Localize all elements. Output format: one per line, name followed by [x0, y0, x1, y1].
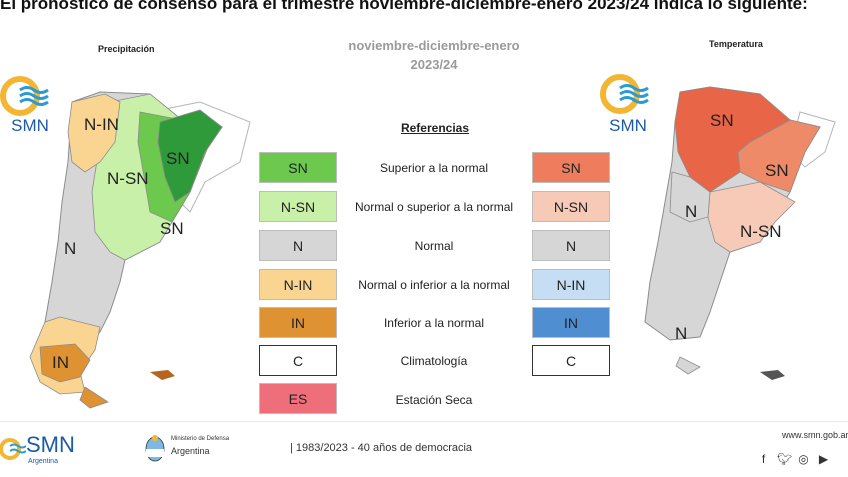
twitter-icon[interactable]: 🐦︎ — [777, 452, 793, 466]
map-label: SN — [710, 111, 734, 130]
legend-temp-nin: N-IN — [532, 269, 610, 300]
youtube-icon[interactable]: ▶ — [818, 452, 829, 466]
smn-sun-icon — [600, 74, 649, 114]
democracy-text: | 1983/2023 - 40 años de democracia — [290, 442, 473, 454]
legend-precip-n: N — [259, 230, 337, 261]
legend-desc-normal-inferior: Normal o inferior a la normal — [358, 278, 510, 292]
smn-sun-icon — [0, 438, 26, 460]
period-year: 2023/24 — [410, 57, 458, 72]
map-label: N-SN — [107, 169, 149, 188]
legend-temp-sn: SN — [532, 152, 610, 183]
temperature-title: Temperatura — [709, 39, 763, 49]
period-title: noviembre-diciembre-enero 2023/24 — [300, 36, 568, 74]
legend-temp-n: N — [532, 230, 610, 261]
legend-temp-nsn: N-SN — [532, 191, 610, 222]
precipitation-map: N-IN SN N-SN N SN IN — [29, 91, 251, 409]
footer-smn-logo: SMN Argentina — [0, 430, 95, 468]
legend-precip-in: IN — [259, 307, 337, 338]
map-label: N-IN — [84, 115, 119, 134]
map-label: N — [64, 239, 76, 258]
smn-logo-right: SMN — [598, 72, 658, 138]
legend-desc-climatologia: Climatología — [400, 354, 468, 368]
temperature-map: SN SN N N-SN N — [644, 86, 836, 380]
social-icons: f 🐦︎ ◎ ▶ — [757, 452, 830, 466]
smn-logo-left: SMN — [0, 72, 60, 138]
legend-precip-c: C — [259, 345, 337, 376]
region-below-normal — [39, 343, 91, 383]
map-label: SN — [166, 149, 190, 168]
headline: El pronóstico de consenso para el trimes… — [0, 0, 808, 13]
map-label: SN — [160, 219, 184, 238]
map-label: SN — [765, 161, 789, 180]
map-label: N-SN — [740, 222, 782, 241]
footer-divider — [0, 421, 848, 422]
instagram-icon[interactable]: ◎ — [798, 452, 809, 466]
region-normal-or-above — [707, 181, 796, 253]
ministry-logo: Ministerio de Defensa Argentina — [143, 430, 263, 466]
map-label: N — [675, 324, 687, 343]
region-tierra-del-fuego — [79, 386, 109, 409]
legend-desc-normal: Normal — [414, 239, 454, 253]
region-west-normal — [669, 171, 711, 223]
legend-precip-nin: N-IN — [259, 269, 337, 300]
ministry-country: Argentina — [171, 446, 210, 456]
ministry-name: Ministerio de Defensa — [171, 436, 230, 442]
region-well-above-normal — [157, 109, 223, 203]
website-link[interactable]: www.smn.gob.ar — [782, 430, 848, 440]
legend-desc-estacion-seca: Estación Seca — [395, 393, 473, 407]
legend-precip-es: ES — [259, 383, 337, 414]
period-months: noviembre-diciembre-enero — [348, 38, 520, 53]
map-label: IN — [52, 353, 69, 372]
legend-precip-sn: SN — [259, 152, 337, 183]
coat-of-arms-icon — [145, 435, 165, 462]
legend-temp-c: C — [532, 345, 610, 376]
footer-smn-sub: Argentina — [28, 458, 58, 465]
islands-shape — [150, 370, 175, 380]
legend-desc-superior: Superior a la normal — [379, 161, 489, 175]
region-well-above-normal — [674, 86, 791, 193]
legend-desc-normal-superior: Normal o superior a la normal — [354, 200, 514, 214]
smn-logo-text: SMN — [11, 116, 49, 135]
region-tierra-del-fuego — [675, 356, 701, 375]
islands-shape — [760, 370, 785, 380]
smn-logo-text: SMN — [609, 116, 647, 135]
footer-smn-text: SMN — [26, 432, 75, 457]
legend-precip-nsn: N-SN — [259, 191, 337, 222]
legend-title: Referencias — [400, 121, 470, 135]
legend-desc-inferior: Inferior a la normal — [383, 316, 485, 330]
region-normal-or-below — [67, 93, 121, 173]
smn-sun-icon — [0, 76, 49, 116]
precipitation-title: Precipitación — [98, 44, 155, 54]
facebook-icon[interactable]: f — [761, 452, 766, 466]
map-label: N — [685, 202, 697, 221]
legend-temp-in: IN — [532, 307, 610, 338]
